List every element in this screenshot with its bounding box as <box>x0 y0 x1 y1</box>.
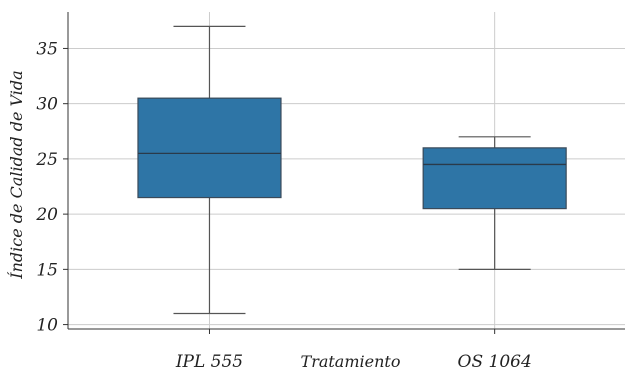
x-axis-label: Tratamiento <box>301 352 401 369</box>
x-tick-label: IPL 555 <box>175 352 243 369</box>
y-tick-label: 20 <box>35 205 58 225</box>
axes: 10 15 20 25 30 35 IPL 555 OS 1064 <box>35 12 625 369</box>
y-axis-label: Índice de Calidad de Vida <box>6 70 26 279</box>
x-tick-label: OS 1064 <box>458 352 532 369</box>
box-group <box>422 136 567 270</box>
box-group <box>137 25 282 315</box>
y-tick-label: 25 <box>35 150 58 170</box>
box-iqr <box>422 147 567 210</box>
y-tick-label: 30 <box>36 95 58 115</box>
y-tick-label: 35 <box>36 39 58 59</box>
y-tick-label: 15 <box>36 260 58 280</box>
box-iqr <box>137 97 282 199</box>
boxes <box>137 25 567 315</box>
y-tick-label: 10 <box>36 316 58 336</box>
